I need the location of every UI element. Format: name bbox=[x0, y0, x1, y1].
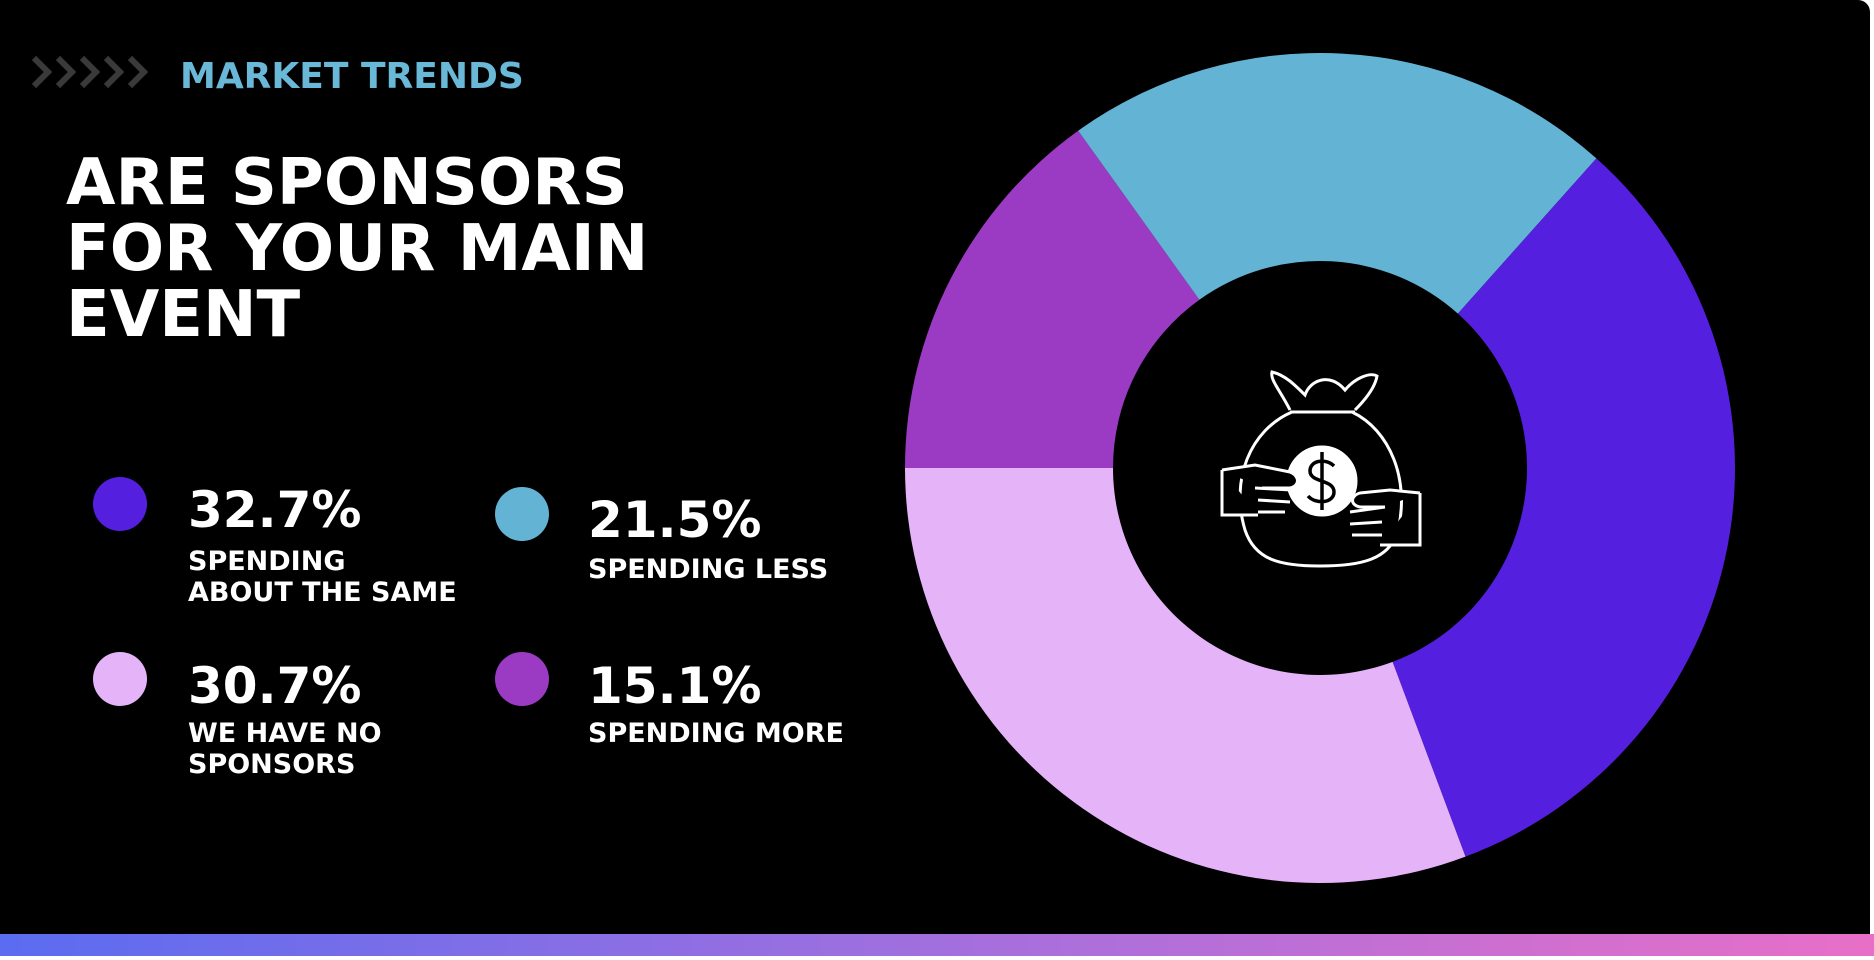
legend-swatch bbox=[495, 652, 549, 706]
donut-slice bbox=[905, 468, 1466, 883]
legend-swatch bbox=[495, 487, 549, 541]
gradient-bar bbox=[0, 934, 1874, 956]
value-label: 15.1% bbox=[588, 657, 762, 715]
donut bbox=[905, 53, 1735, 883]
donut-slice bbox=[905, 130, 1200, 468]
value-label: 30.7% bbox=[188, 657, 362, 715]
kicker: MARKET TRENDS bbox=[180, 56, 524, 97]
legend-label: SPENDING LESS bbox=[588, 554, 829, 585]
value-label: 21.5% bbox=[588, 491, 762, 549]
value-label: 32.7% bbox=[188, 481, 362, 539]
legend-label: SPENDING MORE bbox=[588, 718, 844, 749]
donut-slice bbox=[1078, 53, 1597, 314]
legend-label: SPENDING ABOUT THE SAME bbox=[188, 546, 457, 608]
legend-swatch bbox=[93, 477, 147, 531]
money-icon bbox=[1220, 370, 1422, 568]
chart bbox=[31, 53, 1735, 883]
legend-swatch bbox=[93, 652, 147, 706]
legend-label: WE HAVE NO SPONSORS bbox=[188, 718, 382, 780]
chart-title: ARE SPONSORS FOR YOUR MAIN EVENT bbox=[66, 146, 649, 352]
chevrons bbox=[31, 55, 149, 89]
donut-slice bbox=[1392, 158, 1735, 857]
